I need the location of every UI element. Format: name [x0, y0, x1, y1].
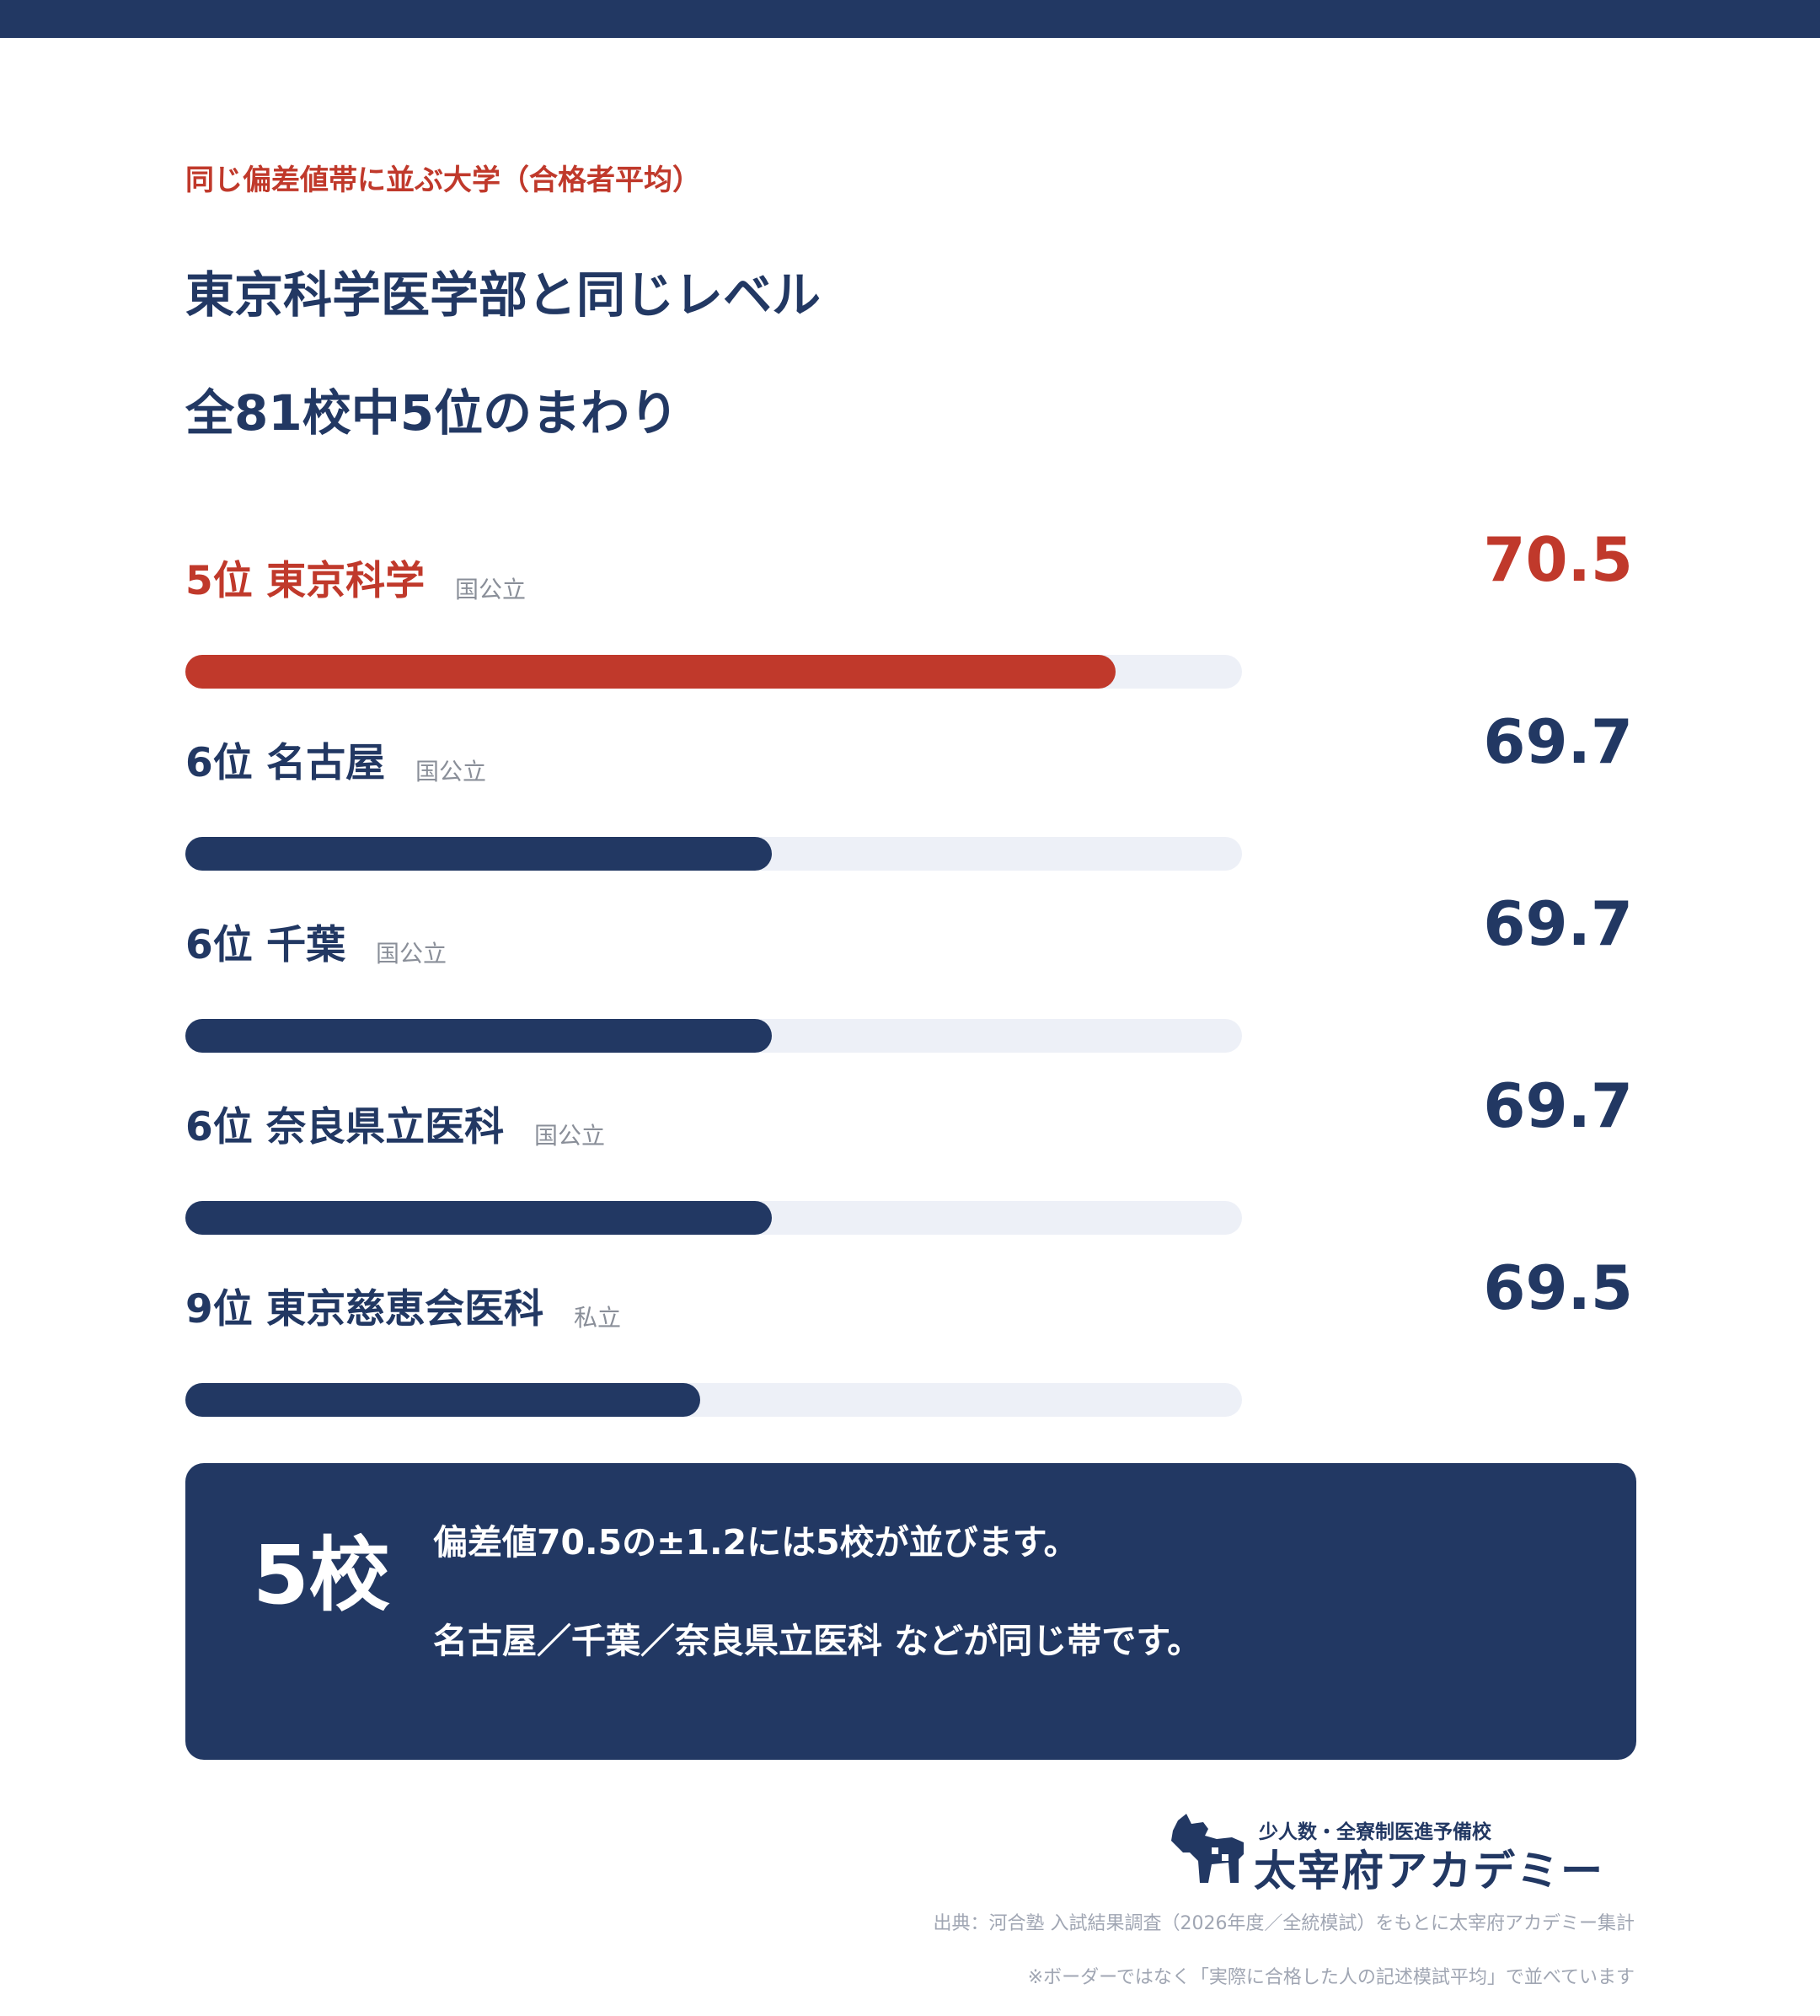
row-type-label: 国公立	[376, 940, 447, 968]
row-value: 69.7	[1483, 1070, 1633, 1141]
bar-track	[185, 1019, 1242, 1053]
row-label: 6位 名古屋	[185, 740, 386, 786]
row-value: 69.7	[1483, 706, 1633, 777]
logo-name: 太宰府アカデミー	[1254, 1847, 1604, 1895]
bar-track	[185, 655, 1242, 689]
row-label: 6位 奈良県立医科	[185, 1104, 505, 1150]
bar-fill	[185, 1201, 772, 1235]
summary-panel: 5校 偏差値70.5の±1.2には5校が並びます。 名古屋／千葉／奈良県立医科 …	[185, 1463, 1636, 1760]
source-note: 出典：河合塾 入試結果調査（2026年度／全統模試）をもとに太宰府アカデミー集計	[933, 1913, 1635, 1934]
dog-silhouette-icon	[1171, 1814, 1244, 1883]
logo-tagline: 少人数・全寮制医進予備校	[1259, 1820, 1491, 1843]
eyebrow-label: 同じ偏差値帯に並ぶ大学（合格者平均）	[185, 164, 701, 197]
row-value: 69.5	[1483, 1252, 1633, 1323]
method-note: ※ボーダーではなく「実際に合格した人の記述模試平均」で並べています	[1027, 1967, 1635, 1988]
row-value: 69.7	[1483, 888, 1633, 959]
row-label: 6位 千葉	[185, 922, 346, 968]
row-label: 5位 東京科学	[185, 558, 426, 604]
page-subtitle: 全81校中5位のまわり	[185, 384, 679, 442]
bar-fill	[185, 837, 772, 871]
bar-fill	[185, 1383, 700, 1417]
bar-track	[185, 837, 1242, 871]
row-type-label: 私立	[574, 1304, 622, 1332]
row-type-label: 国公立	[534, 1122, 606, 1150]
bar-fill	[185, 1019, 772, 1053]
bar-track	[185, 1383, 1242, 1417]
summary-text-line2: 名古屋／千葉／奈良県立医科 などが同じ帯です。	[433, 1621, 1202, 1661]
row-value: 70.5	[1483, 524, 1633, 595]
row-type-label: 国公立	[455, 576, 527, 603]
summary-count: 5校	[253, 1528, 390, 1622]
bar-track	[185, 1201, 1242, 1235]
summary-text-line1: 偏差値70.5の±1.2には5校が並びます。	[433, 1522, 1079, 1563]
row-type-label: 国公立	[415, 758, 487, 785]
academy-logo: 少人数・全寮制医進予備校 太宰府アカデミー	[1166, 1812, 1638, 1895]
top-accent-bar	[0, 0, 1820, 38]
bar-fill	[185, 655, 1116, 689]
page-title: 東京科学医学部と同じレベル	[185, 266, 822, 324]
row-label: 9位 東京慈恵会医科	[185, 1286, 544, 1332]
